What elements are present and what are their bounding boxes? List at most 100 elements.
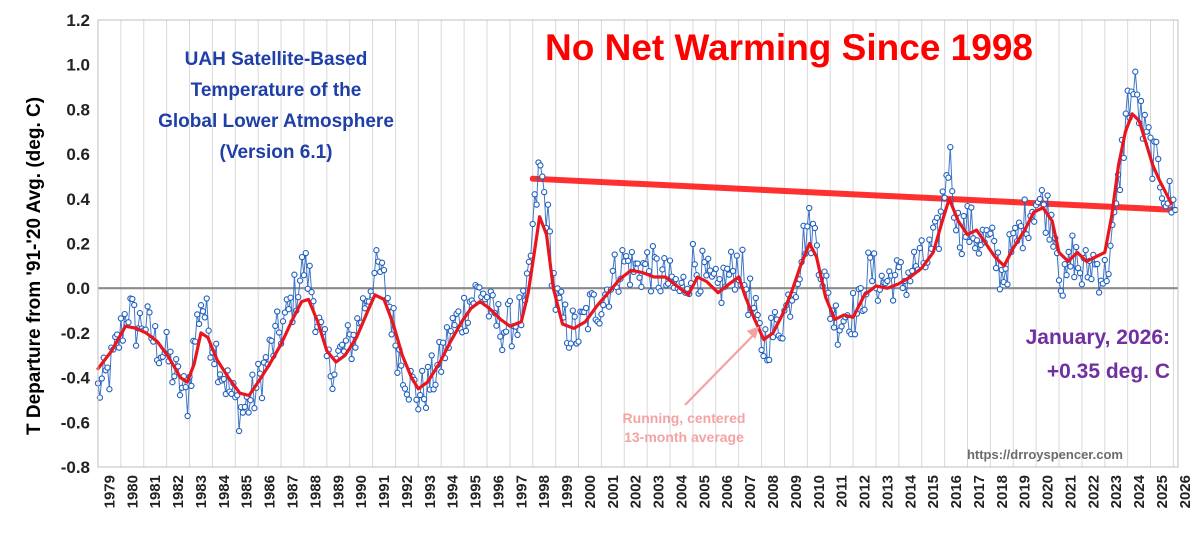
monthly-point: [171, 373, 178, 380]
monthly-point: [1059, 292, 1066, 299]
monthly-point: [813, 242, 821, 249]
x-tick-label-2019: 2019: [1017, 475, 1034, 508]
trend-line-layer: [529, 175, 1179, 213]
monthly-point: [1017, 222, 1025, 230]
monthly-point: [1036, 195, 1044, 203]
monthly-point: [806, 204, 813, 212]
monthly-point: [851, 331, 859, 338]
monthly-series-layer: [94, 68, 1179, 435]
monthly-point: [968, 204, 975, 211]
monthly-point: [952, 227, 960, 234]
monthly-point: [285, 306, 292, 313]
x-tick-label-1999: 1999: [559, 475, 576, 508]
monthly-point: [184, 412, 191, 420]
monthly-point: [1158, 195, 1166, 202]
x-tick-label-2021: 2021: [1062, 475, 1079, 508]
monthly-point: [419, 367, 426, 375]
monthly-point: [827, 315, 834, 323]
running-average-line: [96, 112, 1173, 398]
monthly-point: [598, 311, 605, 318]
monthly-point: [462, 327, 470, 335]
monthly-point: [1063, 271, 1070, 279]
monthly-point: [403, 391, 411, 398]
monthly-point: [146, 309, 153, 316]
monthly-point: [1101, 256, 1108, 264]
monthly-point: [1044, 192, 1051, 199]
x-tick-label-2002: 2002: [628, 475, 645, 508]
monthly-point: [1065, 248, 1072, 256]
monthly-point: [933, 214, 941, 221]
monthly-point: [716, 275, 723, 283]
x-tick-label-2003: 2003: [651, 475, 668, 508]
monthly-point: [725, 271, 733, 278]
monthly-point: [144, 303, 151, 310]
monthly-point: [966, 238, 973, 246]
monthly-point: [188, 382, 195, 390]
monthly-point: [234, 392, 241, 399]
monthly-point: [125, 319, 132, 326]
y-tick-label: 1.2: [66, 11, 90, 30]
x-tick-label-2005: 2005: [696, 475, 713, 508]
y-tick-label: 0.4: [66, 190, 90, 209]
monthly-point: [279, 318, 287, 325]
monthly-point: [329, 385, 336, 393]
monthly-point: [499, 346, 506, 354]
monthly-point: [680, 273, 687, 280]
monthly-point: [703, 272, 710, 279]
x-tick-label-2013: 2013: [879, 475, 896, 508]
monthly-point: [937, 208, 944, 215]
subtitle-line-1: UAH Satellite-Based: [185, 49, 368, 70]
monthly-point: [255, 360, 262, 368]
monthly-point: [973, 237, 981, 244]
monthly-point: [155, 359, 163, 367]
monthly-point: [136, 309, 144, 317]
monthly-point: [771, 308, 779, 316]
plot-frame: [97, 19, 1179, 468]
x-tick-label-1989: 1989: [330, 475, 347, 508]
monthly-point: [945, 174, 952, 181]
monthly-point: [729, 267, 737, 275]
x-tick-label-2010: 2010: [811, 475, 828, 508]
monthly-point: [281, 309, 289, 316]
x-tick-label-2006: 2006: [719, 475, 736, 508]
monthly-point: [449, 314, 456, 322]
monthly-point: [295, 293, 302, 301]
x-tick-label-2020: 2020: [1040, 475, 1057, 508]
monthly-point: [211, 360, 218, 368]
x-tick-label-2015: 2015: [925, 475, 942, 508]
x-tick-label-2023: 2023: [1108, 475, 1125, 508]
monthly-point: [874, 297, 882, 304]
monthly-point: [745, 311, 752, 319]
x-tick-label-1984: 1984: [216, 474, 233, 508]
monthly-point: [195, 320, 203, 328]
annotation-layer: [684, 326, 760, 406]
x-tick-label-1995: 1995: [468, 475, 485, 508]
x-tick-label-2001: 2001: [605, 475, 622, 508]
x-tick-label-1979: 1979: [101, 475, 118, 508]
x-tick-label-1990: 1990: [353, 475, 370, 508]
monthly-point: [115, 344, 123, 351]
monthly-point: [173, 356, 180, 363]
monthly-point: [529, 220, 536, 228]
y-tick-label: -0.8: [61, 458, 90, 477]
monthly-point: [611, 251, 618, 258]
monthly-point: [275, 329, 283, 336]
monthly-point: [96, 394, 104, 401]
monthly-point: [949, 188, 956, 195]
monthly-point: [121, 310, 128, 318]
monthly-point: [344, 322, 351, 329]
x-tick-label-1987: 1987: [284, 475, 301, 508]
monthly-point: [497, 333, 504, 340]
monthly-point: [644, 249, 651, 256]
monthly-point: [1071, 273, 1078, 281]
x-tick-label-1998: 1998: [536, 475, 553, 508]
monthly-point: [394, 369, 401, 376]
x-tick-label-2024: 2024: [1131, 474, 1148, 508]
monthly-point: [830, 324, 838, 331]
monthly-point: [659, 266, 666, 273]
monthly-point: [1107, 242, 1114, 249]
monthly-point: [199, 308, 207, 315]
monthly-point: [420, 395, 428, 403]
monthly-point: [1012, 224, 1019, 232]
